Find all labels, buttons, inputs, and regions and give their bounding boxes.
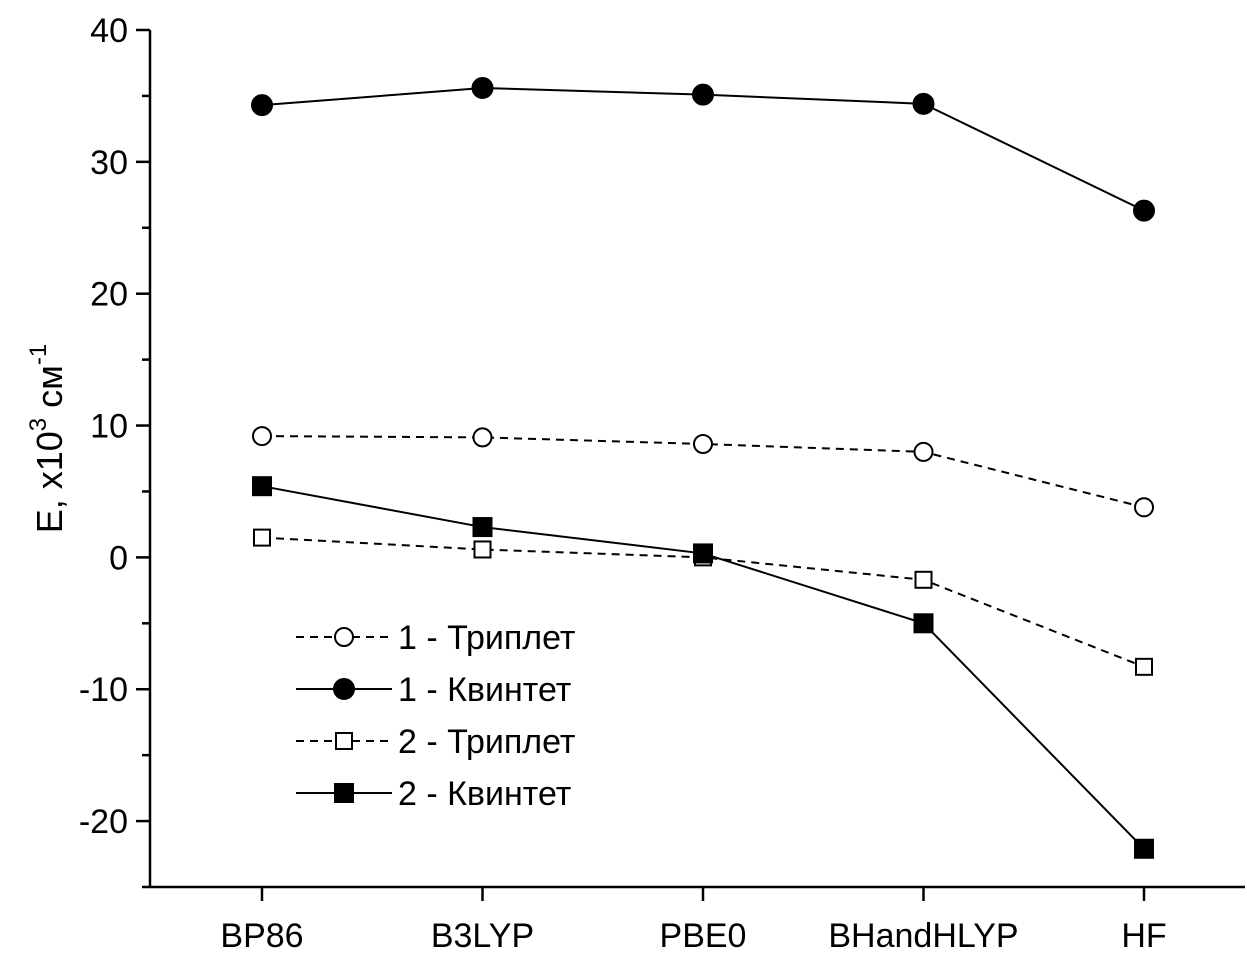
series-line [261,485,1145,850]
legend-item: 2 - Триплет [296,723,576,761]
x-ticks: BP86 B3LYP PBE0 BHandHLYP HF [220,887,1167,955]
series-group [251,77,1155,859]
legend-label: 2 - Квинтет [398,775,571,813]
x-tick-label: BP86 [220,917,303,955]
data-point [252,426,272,447]
data-point [692,83,714,106]
y-tick-label: -20 [79,803,128,841]
y-axis-label-unit-exp: -1 [25,344,52,365]
data-point [912,92,935,115]
data-point [914,570,933,589]
data-point [253,528,271,547]
x-tick-label: B3LYP [431,917,534,955]
x-tick-label: PBE0 [660,917,747,955]
legend-marker [334,627,354,647]
data-point [693,543,713,564]
series-2 [251,77,1155,222]
legend-label: 1 - Триплет [398,619,576,657]
data-point [1134,497,1154,518]
legend-marker [334,783,354,803]
legend-label: 1 - Квинтет [398,671,571,709]
data-point [472,427,493,448]
data-point [1135,657,1153,676]
data-point [473,540,492,559]
y-ticks: -20 -10 0 10 20 30 40 [79,12,150,889]
y-axis-label-exp: 3 [25,418,52,431]
x-tick-label: HF [1121,917,1166,955]
legend: 1 - Триплет 1 - Квинтет 2 - Триплет 2 - Кви… [296,619,576,813]
data-point [913,613,934,634]
legend-item: 2 - Квинтет [296,775,571,813]
data-point [251,94,273,117]
series-4 [252,476,1154,859]
axes [148,30,1245,889]
legend-item: 1 - Квинтет [296,671,571,709]
legend-item: 1 - Триплет [296,619,576,657]
y-axis-label-base: E, x10 [29,431,70,533]
y-tick-label: -10 [79,671,128,709]
series-line [261,87,1145,212]
data-point [693,433,713,454]
series-1 [252,426,1154,518]
legend-marker [333,678,355,700]
data-point [1133,199,1155,222]
y-axis-label-unit: см [29,365,70,418]
y-tick-label: 20 [90,276,128,314]
x-tick-label: BHandHLYP [828,917,1018,955]
legend-marker [335,732,353,750]
data-point [913,441,934,462]
y-tick-label: 0 [109,539,128,577]
y-tick-label: 30 [90,144,128,182]
data-point [472,517,493,538]
data-point [252,476,272,497]
data-point [1134,838,1154,859]
data-point [471,77,494,100]
y-tick-label: 40 [90,12,128,50]
legend-label: 2 - Триплет [398,723,576,761]
y-tick-label: 10 [90,408,128,446]
y-axis-label: E, x103 см-1 [25,344,70,534]
